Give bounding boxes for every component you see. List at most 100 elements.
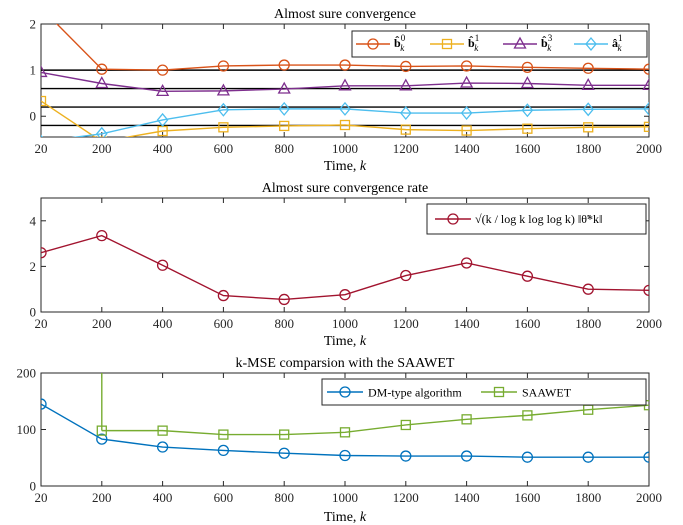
data-point bbox=[522, 123, 533, 134]
series-2 bbox=[41, 95, 649, 137]
x-tick-label: 600 bbox=[214, 141, 234, 156]
data-point bbox=[278, 293, 290, 306]
data-point bbox=[36, 3, 46, 13]
x-tick-label: 600 bbox=[214, 316, 234, 331]
data-point bbox=[460, 60, 473, 72]
y-tick-label: 0 bbox=[30, 479, 37, 494]
legend: b̂0 k b̂1 k b̂3 k â1 k bbox=[351, 30, 648, 58]
legend-label: b̂3 k bbox=[541, 33, 553, 53]
data-point bbox=[95, 76, 109, 89]
y-tick-label: 2 bbox=[30, 17, 37, 32]
series-line bbox=[41, 403, 649, 458]
legend-label: b̂0 k bbox=[394, 33, 406, 53]
legend: DM-type algorithm SAAWET bbox=[321, 378, 647, 406]
y-tick-label: 1 bbox=[30, 63, 37, 78]
data-point bbox=[278, 101, 291, 116]
x-axis-label: Time, k bbox=[324, 510, 367, 525]
y-tick-label: 0 bbox=[30, 305, 37, 320]
x-tick-label: 1600 bbox=[514, 490, 540, 505]
x-tick-label: 1400 bbox=[454, 490, 480, 505]
x-tick-label: 2000 bbox=[636, 316, 662, 331]
x-tick-label: 1800 bbox=[575, 316, 601, 331]
data-point bbox=[338, 78, 352, 91]
data-point bbox=[41, 95, 47, 107]
data-point bbox=[96, 425, 107, 436]
x-tick-label: 200 bbox=[92, 141, 112, 156]
data-point bbox=[339, 449, 351, 462]
data-point bbox=[460, 75, 474, 88]
legend-marker bbox=[493, 386, 505, 398]
series-line bbox=[41, 100, 649, 137]
series-1 bbox=[36, 3, 649, 76]
data-point bbox=[400, 450, 412, 462]
legend-label: b̂1 k bbox=[468, 33, 479, 53]
data-point bbox=[460, 257, 473, 269]
data-point bbox=[217, 102, 230, 117]
data-point bbox=[522, 410, 533, 421]
legend-marker bbox=[447, 213, 459, 225]
data-point bbox=[582, 102, 595, 117]
data-point bbox=[279, 120, 290, 132]
data-point bbox=[399, 106, 412, 121]
x-tick-label: 1000 bbox=[332, 141, 358, 156]
legend-label: DM-type algorithm bbox=[368, 386, 462, 400]
x-tick-label: 200 bbox=[92, 316, 112, 331]
data-point bbox=[156, 112, 169, 127]
data-point bbox=[400, 269, 412, 282]
x-tick-label: 800 bbox=[274, 316, 294, 331]
chart-title: Almost sure convergence rate bbox=[262, 181, 429, 196]
series-4 bbox=[41, 101, 649, 137]
x-tick-label: 400 bbox=[153, 490, 173, 505]
legend-marker bbox=[367, 38, 379, 50]
legend-label: SAAWET bbox=[522, 386, 572, 400]
data-point bbox=[643, 63, 649, 75]
legend-marker bbox=[585, 36, 597, 52]
data-point bbox=[278, 447, 290, 459]
data-point bbox=[217, 60, 230, 72]
y-tick-label: 200 bbox=[17, 366, 37, 381]
data-point bbox=[643, 284, 649, 296]
data-point bbox=[399, 78, 413, 91]
plot-area bbox=[41, 229, 649, 306]
plot-area bbox=[41, 373, 649, 463]
legend-label: √(k / log k log log k) ‖θ̃*k‖ bbox=[475, 212, 602, 226]
x-tick-label: 1600 bbox=[514, 316, 540, 331]
data-point bbox=[643, 101, 649, 116]
x-tick-label: 1400 bbox=[454, 141, 480, 156]
data-point bbox=[218, 429, 229, 440]
data-point bbox=[96, 63, 108, 75]
x-tick-label: 2000 bbox=[636, 490, 662, 505]
x-tick-label: 20 bbox=[35, 316, 48, 331]
data-point bbox=[643, 121, 649, 133]
data-point bbox=[217, 444, 230, 457]
data-point bbox=[339, 101, 351, 116]
x-tick-label: 1200 bbox=[393, 490, 419, 505]
series-1 bbox=[41, 229, 649, 306]
data-point bbox=[278, 59, 290, 71]
y-tick-label: 100 bbox=[17, 422, 37, 437]
data-point bbox=[339, 427, 351, 438]
y-tick-label: 0 bbox=[30, 109, 37, 124]
data-point bbox=[582, 283, 594, 295]
data-point bbox=[216, 83, 230, 96]
data-point bbox=[279, 429, 290, 440]
y-tick-label: 4 bbox=[30, 213, 37, 228]
data-point bbox=[460, 450, 473, 462]
series-line bbox=[56, 24, 649, 71]
data-point bbox=[277, 81, 291, 94]
data-point bbox=[96, 229, 108, 242]
x-tick-label: 1200 bbox=[393, 316, 419, 331]
data-point bbox=[156, 64, 169, 76]
x-tick-label: 1000 bbox=[332, 490, 358, 505]
data-point bbox=[400, 60, 412, 73]
data-point bbox=[643, 451, 649, 463]
legend-marker bbox=[513, 36, 527, 49]
data-point bbox=[156, 441, 169, 453]
x-tick-label: 20 bbox=[35, 490, 48, 505]
legend-label: â1 k bbox=[612, 33, 623, 53]
data-point bbox=[400, 419, 411, 431]
x-tick-label: 1000 bbox=[332, 316, 358, 331]
chart-title: Almost sure convergence bbox=[274, 7, 416, 22]
